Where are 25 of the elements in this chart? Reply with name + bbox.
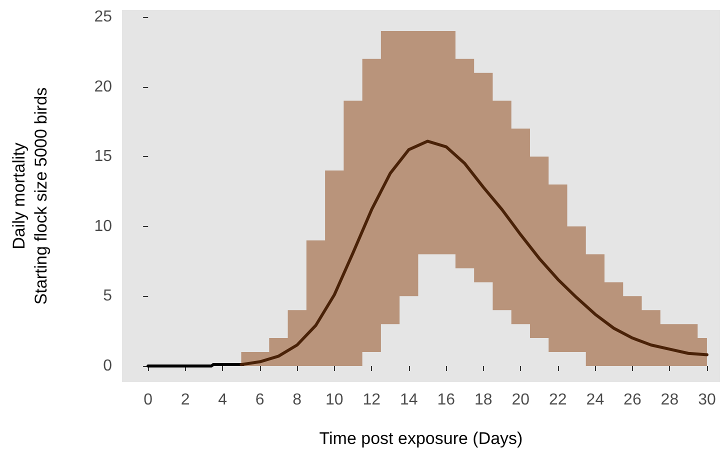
x-tick-label: 12 [362,392,381,408]
x-tick-label: 2 [180,392,190,408]
x-tick-label: 4 [218,392,228,408]
x-tick-label: 18 [474,392,492,408]
x-tick-label: 0 [144,392,153,408]
x-tick-label: 28 [660,392,679,408]
x-tick-label: 26 [624,392,642,408]
x-tick-label: 8 [292,392,302,408]
y-tick-label: 25 [94,8,112,26]
y-tick-label: 5 [103,288,112,305]
x-tick-label: 16 [437,392,456,408]
x-tick-label: 30 [698,392,716,408]
x-tick-label: 6 [255,392,264,408]
y-tick-label: 20 [94,78,112,96]
x-tick-label: 24 [586,392,604,408]
x-tick-label: 10 [325,392,344,408]
x-tick-label: 14 [400,392,418,408]
line-series [240,140,708,366]
x-tick-label: 22 [549,392,567,408]
x-axis-title: Time post exposure (Days) [319,429,523,448]
y-tick-label: 0 [103,357,112,374]
y-tick-label: 15 [94,148,112,166]
y-axis-title: Daily mortality Starting flock size 5000 birds [10,87,50,305]
y-tick-label: 10 [94,218,112,235]
x-tick-label: 20 [512,392,530,408]
